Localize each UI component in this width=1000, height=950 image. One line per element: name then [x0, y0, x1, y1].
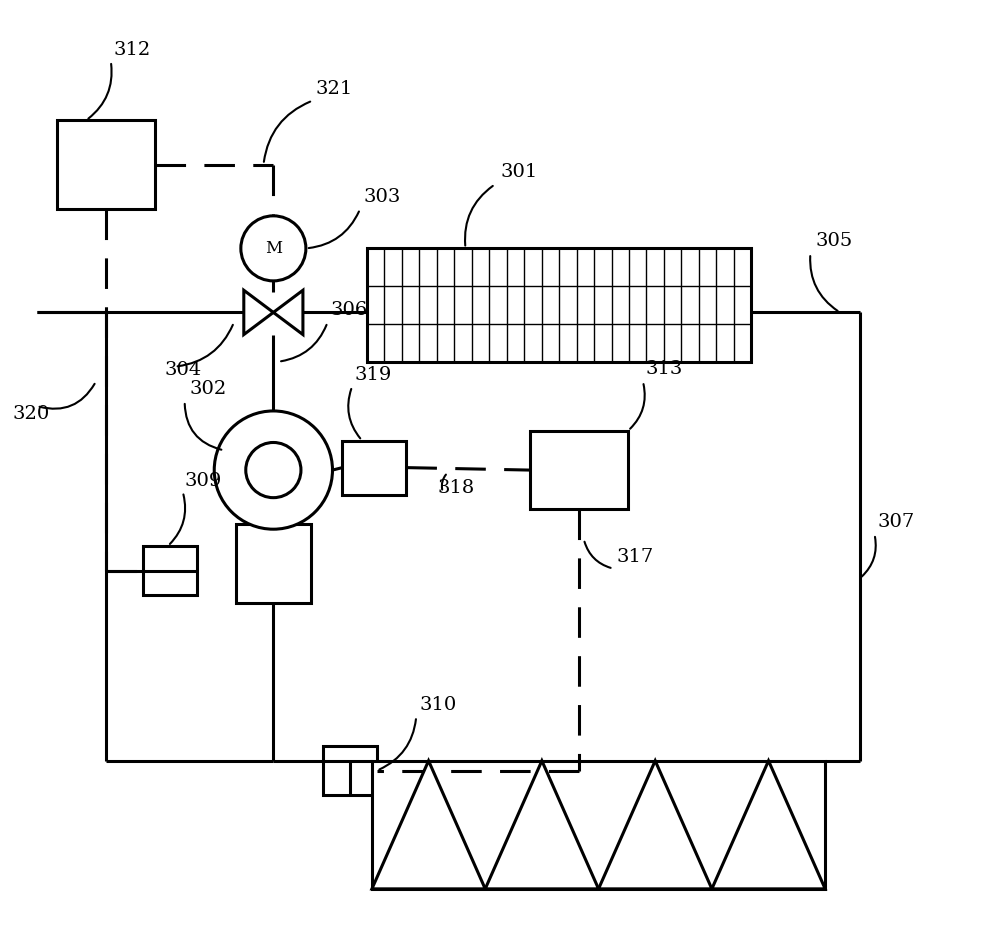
Text: 302: 302 [190, 380, 227, 398]
Circle shape [246, 443, 301, 498]
Bar [367, 248, 751, 362]
Text: M: M [265, 239, 282, 256]
Text: 317: 317 [616, 547, 654, 565]
Text: 301: 301 [500, 163, 537, 181]
Text: 309: 309 [185, 472, 222, 490]
Text: 312: 312 [114, 41, 151, 59]
Text: 303: 303 [363, 188, 400, 206]
Bar [323, 746, 377, 795]
Polygon shape [599, 761, 712, 889]
Bar [530, 430, 628, 509]
Polygon shape [244, 291, 273, 334]
Text: 313: 313 [646, 360, 683, 378]
Polygon shape [712, 761, 825, 889]
Text: 320: 320 [12, 405, 49, 423]
Polygon shape [485, 761, 599, 889]
Text: 307: 307 [877, 513, 915, 531]
Circle shape [214, 411, 332, 529]
Bar [57, 121, 155, 209]
Text: 304: 304 [165, 361, 202, 379]
Text: 318: 318 [438, 479, 475, 497]
Polygon shape [372, 761, 485, 889]
Circle shape [241, 216, 306, 281]
Bar [143, 546, 197, 596]
Text: 321: 321 [316, 80, 353, 98]
Bar [372, 761, 825, 889]
Text: 319: 319 [354, 367, 392, 385]
Bar [342, 441, 406, 495]
Bar [236, 524, 311, 603]
Polygon shape [273, 291, 303, 334]
Text: 310: 310 [419, 696, 456, 714]
Text: 306: 306 [331, 301, 368, 319]
Text: 305: 305 [815, 233, 853, 251]
